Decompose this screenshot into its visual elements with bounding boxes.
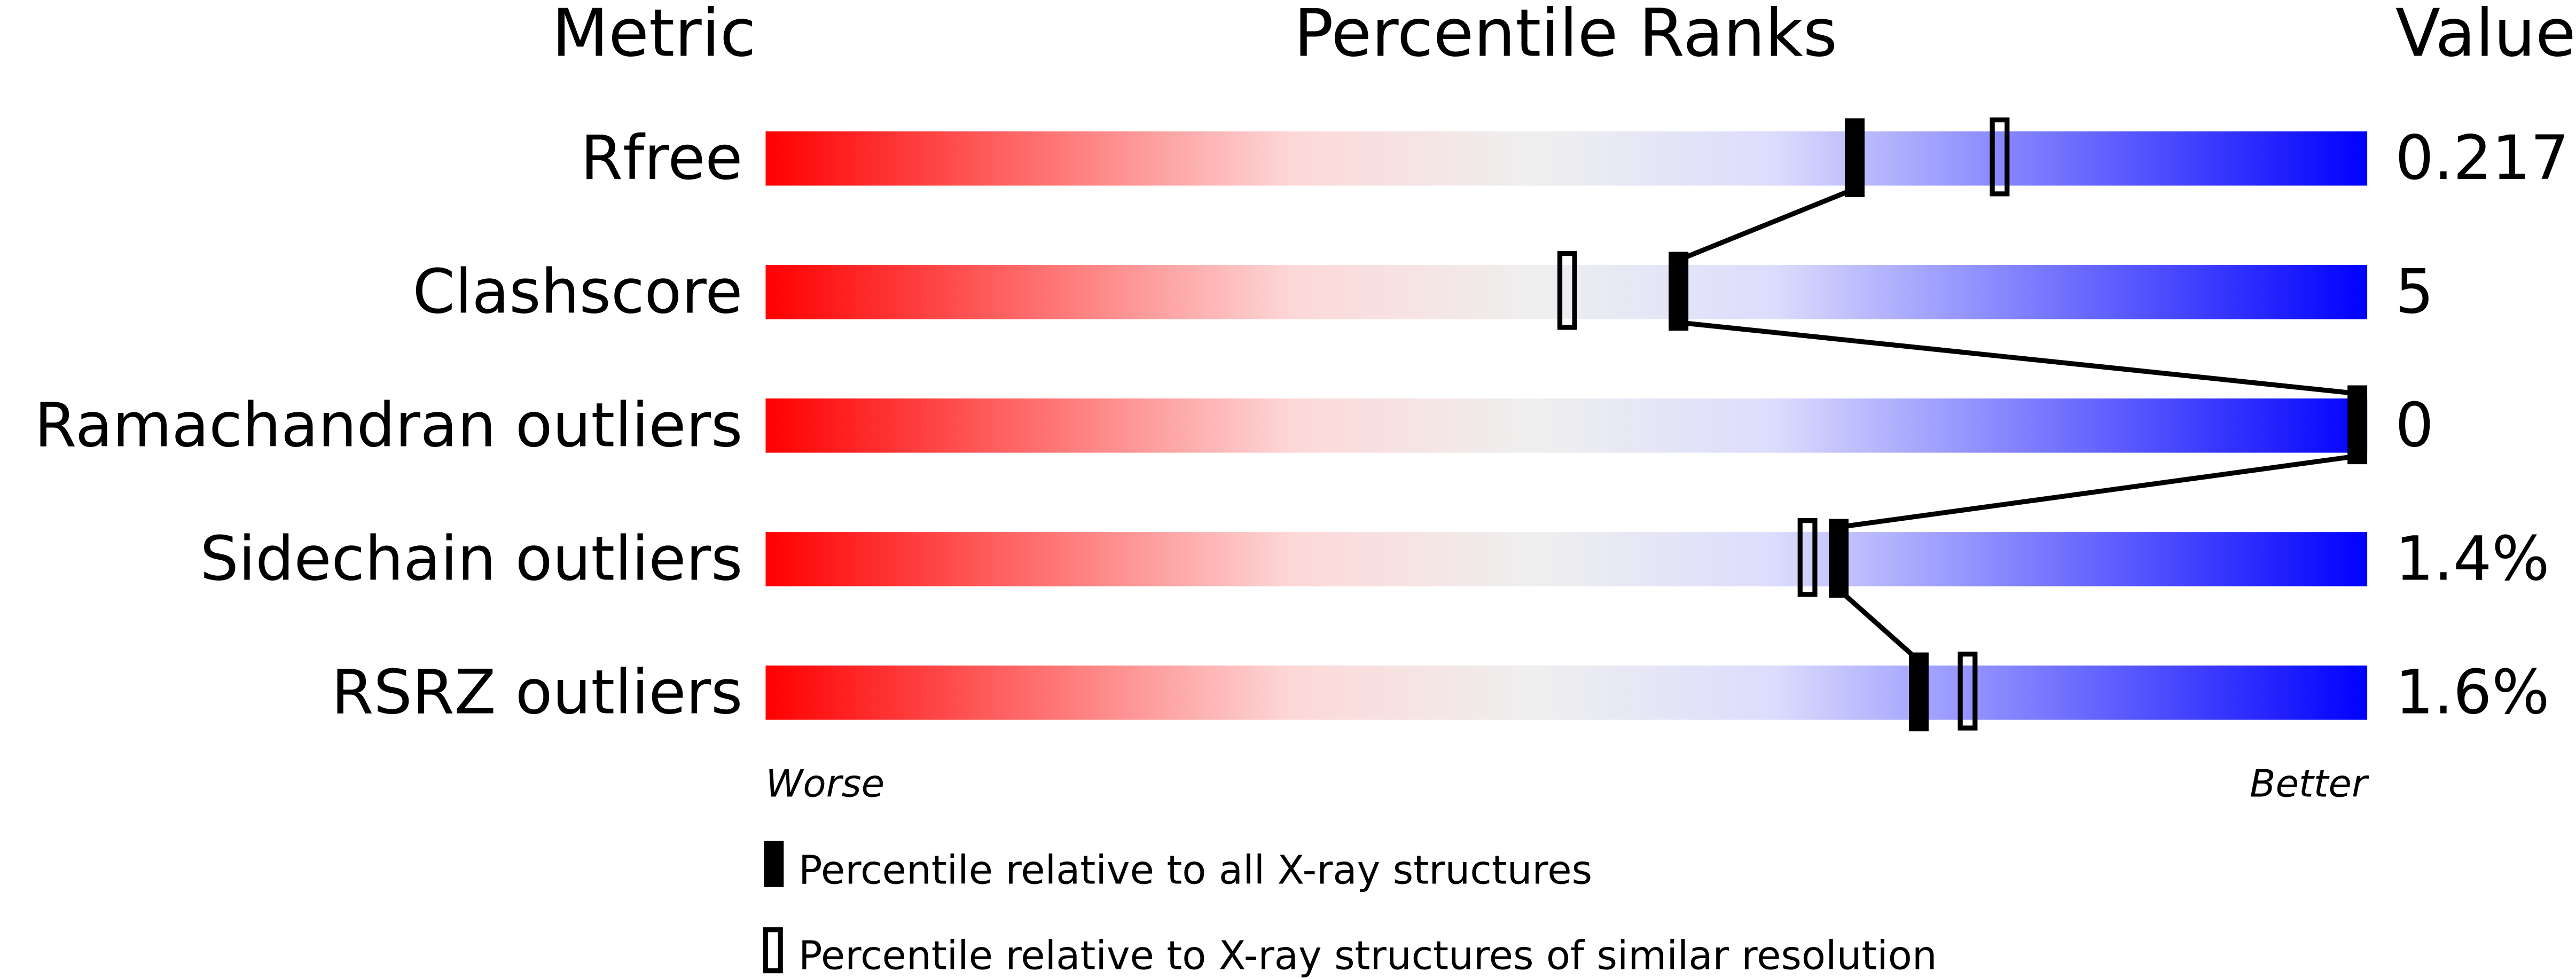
metric-value: 0.217 xyxy=(2395,122,2569,193)
similar-resolution-marker xyxy=(1557,250,1577,330)
metric-label: Ramachandran outliers xyxy=(34,389,742,460)
similar-resolution-marker xyxy=(1797,518,1818,597)
axis-label-worse: Worse xyxy=(765,762,884,806)
percentile-bar xyxy=(765,398,2368,453)
similar-resolution-marker xyxy=(1990,117,2010,197)
legend-hollow-marker xyxy=(763,927,783,974)
legend-filled-marker xyxy=(764,841,784,887)
all-structures-marker xyxy=(2347,385,2368,465)
legend-label-similar: Percentile relative to X-ray structures … xyxy=(798,933,1937,979)
metric-value: 1.4% xyxy=(2395,523,2549,594)
percentile-bar xyxy=(765,131,2368,186)
percentile-bar xyxy=(765,665,2368,720)
similar-resolution-marker xyxy=(1958,652,1978,731)
header-metric: Metric xyxy=(552,0,756,72)
metric-value: 5 xyxy=(2395,256,2433,327)
header-value: Value xyxy=(2395,0,2576,72)
metric-label: Clashscore xyxy=(413,256,743,327)
metric-value: 1.6% xyxy=(2395,656,2549,727)
all-structures-marker xyxy=(1845,118,1865,198)
metric-label: Sidechain outliers xyxy=(200,523,742,594)
axis-label-better: Better xyxy=(2250,762,2369,806)
connector-line xyxy=(1837,588,1921,663)
header-percentile-ranks: Percentile Ranks xyxy=(1294,0,1837,72)
percentile-bar xyxy=(765,265,2368,319)
all-structures-marker xyxy=(1669,252,1689,331)
metric-value: 0 xyxy=(2395,389,2433,460)
metric-label: RSRZ outliers xyxy=(331,656,742,727)
connector-line xyxy=(1838,453,2358,530)
connector-line xyxy=(1678,320,2358,396)
legend-label-all: Percentile relative to all X-ray structu… xyxy=(798,848,1592,894)
all-structures-marker xyxy=(1909,652,1929,732)
connector-line xyxy=(1677,186,1856,263)
metric-label: Rfree xyxy=(581,122,742,193)
all-structures-marker xyxy=(1829,519,1849,598)
percentile-bar xyxy=(765,532,2368,586)
